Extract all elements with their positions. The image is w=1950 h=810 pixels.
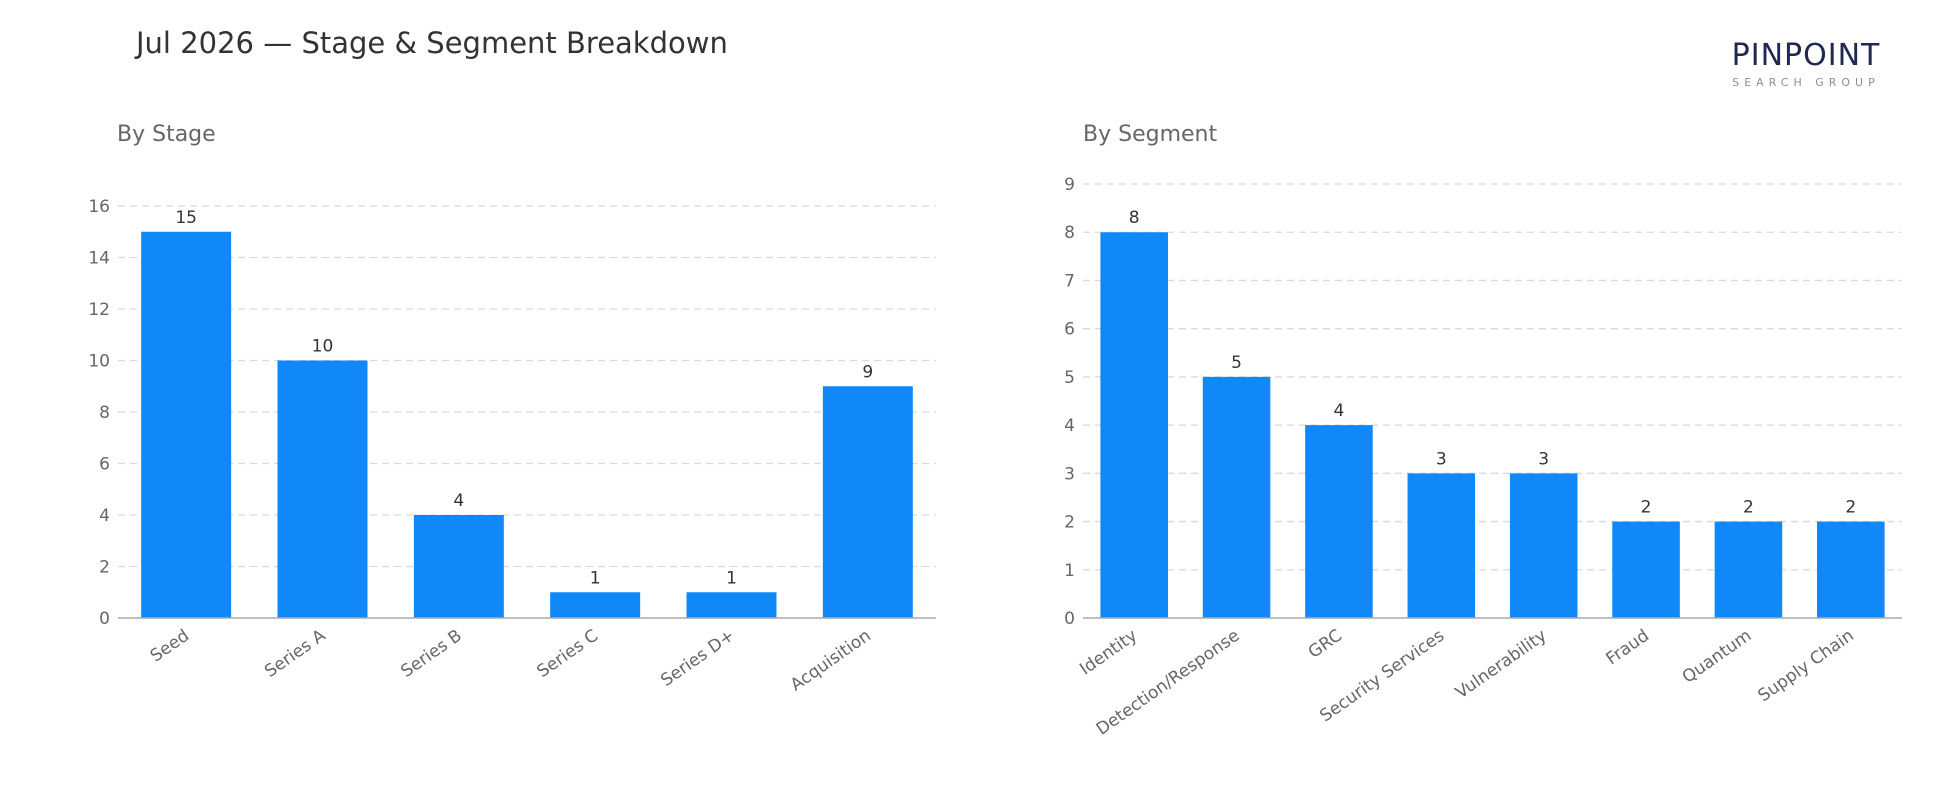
segment-data-label: 2 <box>1845 498 1856 518</box>
stage-y-tick-label: 10 <box>88 352 110 372</box>
stage-y-tick-label: 12 <box>88 300 110 320</box>
segment-bar-identity <box>1100 232 1168 618</box>
stage-data-label: 1 <box>726 568 737 588</box>
segment-y-tick-label: 1 <box>1064 561 1075 581</box>
segment-y-tick-label: 6 <box>1064 320 1075 340</box>
segment-bar-chart: By Segment01234567898Identity5Detection/… <box>1064 122 1902 740</box>
stage-data-label: 15 <box>175 208 197 228</box>
stage-x-tick-label: Series C <box>534 626 602 682</box>
segment-chart-title: By Segment <box>1083 122 1217 147</box>
segment-data-label: 5 <box>1231 353 1242 373</box>
stage-x-tick-label: Series B <box>397 626 465 682</box>
brand-logo: PINPOINT SEARCH GROUP <box>1720 38 1892 94</box>
logo-wordmark: PINPOINT <box>1731 38 1881 73</box>
segment-x-tick-label: Quantum <box>1679 626 1755 688</box>
stage-y-tick-label: 4 <box>99 506 110 526</box>
segment-data-label: 4 <box>1334 401 1345 421</box>
stage-y-tick-label: 0 <box>99 609 110 629</box>
stage-y-tick-label: 16 <box>88 197 110 217</box>
logo-tagline: SEARCH GROUP <box>1732 76 1880 89</box>
segment-y-tick-label: 5 <box>1064 368 1075 388</box>
segment-bar-security-services <box>1407 473 1476 618</box>
stage-y-tick-label: 2 <box>99 558 110 578</box>
stage-bar-series-b <box>413 515 504 618</box>
segment-data-label: 3 <box>1538 449 1549 469</box>
stage-bar-series-c <box>550 592 641 618</box>
segment-y-tick-label: 8 <box>1064 223 1075 243</box>
stage-x-tick-label: Series A <box>261 626 330 682</box>
segment-y-tick-label: 4 <box>1064 416 1075 436</box>
stage-data-label: 1 <box>590 568 601 588</box>
segment-data-label: 2 <box>1641 498 1652 518</box>
segment-x-tick-label: Fraud <box>1603 626 1653 670</box>
stage-bar-series-a <box>277 360 368 618</box>
segment-bar-supply-chain <box>1817 521 1885 618</box>
stage-chart-title: By Stage <box>117 122 216 147</box>
stage-data-label: 10 <box>312 337 334 357</box>
segment-y-tick-label: 2 <box>1064 513 1075 533</box>
segment-bar-fraud <box>1612 521 1680 618</box>
stage-data-label: 4 <box>453 491 464 511</box>
stage-bar-chart: By Stage 0 2 4 6 8 10 12 14 16 15 Seed 10 Series A 4 Se… <box>88 122 936 696</box>
segment-y-tick-label: 3 <box>1064 464 1075 484</box>
stage-bar-acquisition <box>822 386 913 618</box>
segment-y-tick-label: 9 <box>1064 175 1075 195</box>
segment-y-tick-label: 0 <box>1064 609 1075 629</box>
stage-x-tick-label: Seed <box>147 626 193 667</box>
segment-data-label: 8 <box>1129 208 1140 228</box>
segment-data-label: 2 <box>1743 498 1754 518</box>
segment-bar-detection-response <box>1202 376 1271 618</box>
segment-x-tick-label: Vulnerability <box>1452 626 1551 703</box>
segment-bar-grc <box>1305 425 1373 618</box>
stage-y-tick-label: 8 <box>99 403 110 423</box>
stage-x-tick-label: Series D+ <box>657 626 738 691</box>
stage-bar-series-d <box>686 592 777 618</box>
page-title: Jul 2026 — Stage & Segment Breakdown <box>136 26 728 60</box>
segment-y-tick-label: 7 <box>1064 271 1075 291</box>
segment-bar-vulnerability <box>1509 473 1578 618</box>
stage-y-tick-label: 6 <box>99 455 110 475</box>
stage-data-label: 9 <box>862 362 873 382</box>
stage-bar-seed <box>141 231 232 618</box>
stage-y-tick-label: 14 <box>88 249 110 269</box>
segment-x-tick-label: GRC <box>1305 626 1346 663</box>
segment-x-tick-label: Supply Chain <box>1755 626 1858 707</box>
segment-bar-quantum <box>1714 521 1783 618</box>
stage-x-tick-label: Acquisition <box>787 626 875 696</box>
segment-x-tick-label: Identity <box>1076 626 1141 680</box>
segment-data-label: 3 <box>1436 449 1447 469</box>
